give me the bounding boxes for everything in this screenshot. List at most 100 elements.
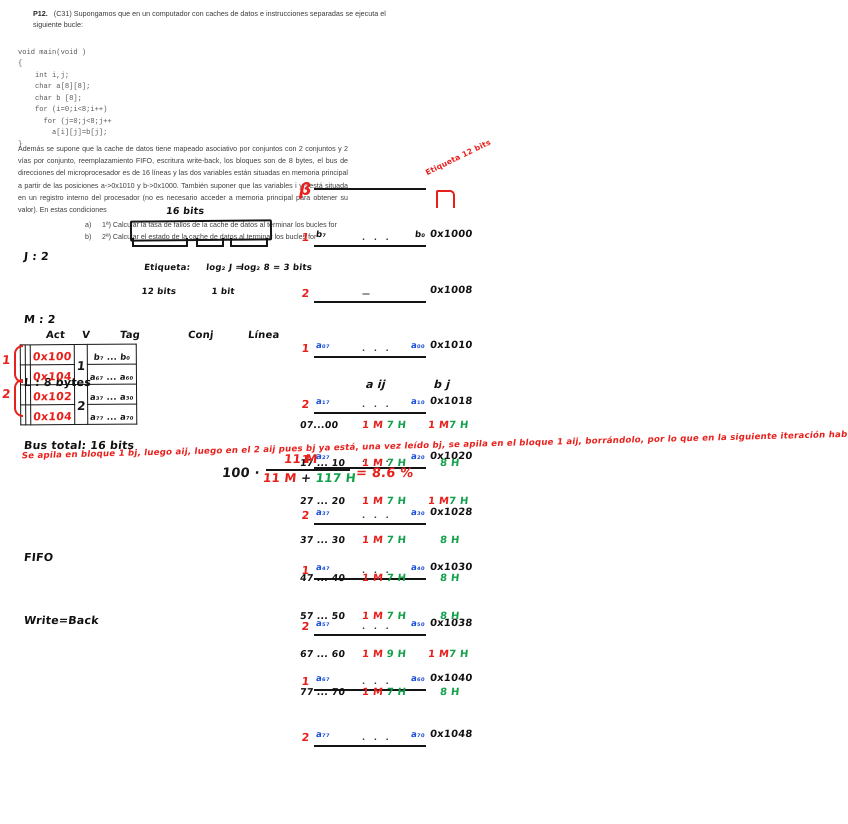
tag-value: 0x104	[32, 410, 73, 424]
tag-field-label: Etiqueta: 12 bits	[127, 250, 192, 310]
offset-field-brace	[230, 238, 268, 247]
bj-hits: 8 H	[439, 534, 460, 546]
memory-address: 0x1030	[429, 562, 474, 573]
set-field-size: 1 bit	[210, 287, 236, 297]
conj-value: 1	[75, 358, 86, 374]
aij-misses: 1 M	[361, 649, 384, 661]
block-left-label: a₀₇	[315, 341, 331, 351]
memory-address: 0x1040	[429, 673, 474, 684]
linea-value: b₇ ... b₀	[93, 351, 131, 362]
formula-fraction-rule	[266, 469, 350, 471]
cache-header-act: Act	[45, 330, 66, 341]
cell-linea: a₆₇ ... a₆₀	[87, 364, 137, 385]
table-row: 27 ... 20 1 M 7 H 1 M7 H	[299, 496, 469, 510]
bj-result: 1 M7 H	[427, 420, 469, 431]
ellipsis: . . .	[362, 677, 392, 686]
memory-row: 1 a₂₇ . . . a₂₀ 0x1020	[300, 450, 473, 469]
aij-hits: 7 H	[386, 610, 407, 622]
set-1-brace	[14, 345, 23, 383]
memory-top-rule	[314, 188, 426, 190]
index-range: 67 ... 60	[299, 649, 346, 661]
aij-result: 1 M 7 H	[361, 420, 406, 431]
cell-conj: 1	[73, 344, 88, 385]
bj-result: 8 H	[439, 458, 460, 469]
tag-value: 0x100	[32, 350, 73, 364]
cell-tag: 0x100	[30, 344, 75, 365]
linea-value: a₆₇ ... a₆₀	[89, 371, 135, 382]
block-right-label: a₀₀	[410, 341, 426, 351]
memory-map-diagram: β Etiqueta 12 bits 1 b₇ . . . b₀ 0x1000 …	[299, 138, 492, 747]
cell-tag: 0x104	[30, 364, 75, 385]
formula-lead: 100 ·	[221, 466, 261, 481]
tag-field-size: 12 bits	[140, 287, 177, 297]
memory-block: a₂₇ . . . a₂₀	[314, 451, 426, 469]
bj-result: 1 M7 H	[427, 496, 469, 507]
aij-hits: 7 H	[386, 534, 407, 546]
set-1-marker: 1	[1, 353, 12, 367]
aij-result: 1 M 7 H	[361, 535, 406, 546]
set-index: 1	[300, 342, 311, 355]
beta-marker: β	[299, 180, 312, 200]
block-right-label: a₂₀	[410, 452, 426, 462]
aij-result: 1 M 7 H	[361, 687, 406, 698]
index-range: 47 ... 40	[299, 572, 346, 584]
set-field-brace	[196, 238, 224, 247]
aij-hits: 7 H	[386, 687, 407, 699]
memory-block: a₀₇ . . . a₀₀	[314, 340, 426, 358]
address-width-label: 16 bits	[165, 206, 205, 217]
conj-value: 2	[76, 398, 87, 414]
bj-result: 8 H	[439, 573, 460, 584]
bj-hits: 7 H	[448, 496, 469, 508]
tag-value: 0x102	[32, 390, 73, 404]
memory-address: 0x1048	[429, 728, 474, 740]
memory-block: a₃₇ . . . a₃₀	[314, 507, 426, 525]
list-item: a) 1ª) Calcular la tasa de fallos de la …	[85, 219, 375, 231]
item-marker-b: b)	[85, 233, 92, 242]
aij-result: 1 M 7 H	[361, 496, 406, 507]
tag-field-brace	[132, 238, 188, 247]
formula-result: = 8.6 %	[355, 466, 415, 481]
memory-row: 2 a₃₇ . . . a₃₀ 0x1028	[300, 506, 473, 525]
set-index: 1	[300, 231, 311, 244]
linea-value: a₇₇ ... a₇₀	[90, 411, 135, 422]
table-row: 57 ... 50 1 M 7 H 8 H	[299, 611, 460, 625]
ellipsis: . . .	[362, 621, 392, 631]
aij-hits: 9 H	[386, 649, 407, 661]
aij-misses: 1 M	[361, 610, 384, 622]
denominator-misses: 11 M	[262, 471, 298, 485]
column-header-bj: b j	[433, 378, 451, 391]
problem-subitems: a) 1ª) Calcular la tasa de fallos de la …	[85, 219, 375, 244]
bj-hits: 8 H	[439, 572, 460, 584]
aij-hits: 7 H	[386, 572, 407, 584]
ellipsis: . . .	[362, 455, 392, 464]
aij-misses: 1 M	[361, 496, 384, 508]
aij-result: 1 M 7 H	[361, 611, 406, 622]
hit-miss-table: a ij b j 07...00 1 M 7 H 1 M7 H 17 ... 1…	[299, 378, 469, 698]
table-row: 07...00 1 M 7 H 1 M7 H	[299, 420, 469, 434]
cell-conj: 2	[74, 384, 89, 425]
ellipsis: . . .	[362, 510, 392, 520]
bj-result: 8 H	[439, 611, 460, 622]
index-range: 57 ... 50	[299, 610, 346, 622]
index-range: 37 ... 30	[299, 534, 346, 546]
aij-hits: 7 H	[386, 420, 407, 431]
aij-result: 1 M 9 H	[361, 649, 406, 660]
ellipsis: . . .	[362, 233, 392, 242]
table-row: 47 ... 40 1 M 7 H 8 H	[299, 573, 460, 587]
bj-result: 8 H	[439, 687, 460, 698]
bj-hits: 8 H	[439, 458, 460, 470]
table-row: 0x102 2 a₃₇ ... a₃₀	[20, 384, 137, 425]
tag-field-name: Etiqueta:	[143, 263, 191, 273]
cell-tag: 0x102	[30, 384, 75, 405]
block-right-label: a₆₀	[410, 674, 426, 684]
set-index: 2	[300, 286, 311, 300]
bj-misses: 1 M	[427, 420, 450, 431]
item-marker-a: a)	[85, 221, 92, 229]
formula-denominator: 11 M + 117 H	[262, 471, 356, 485]
bj-hits: 8 H	[439, 610, 460, 622]
miss-rate-formula: 100 · 11 M 11 M + 117 H = 8.6 %	[221, 452, 414, 566]
problem-code: (C31)	[53, 9, 72, 18]
ellipsis: . . .	[362, 399, 392, 409]
bj-misses: 1 M	[427, 649, 450, 661]
bj-hits: 7 H	[448, 420, 469, 431]
